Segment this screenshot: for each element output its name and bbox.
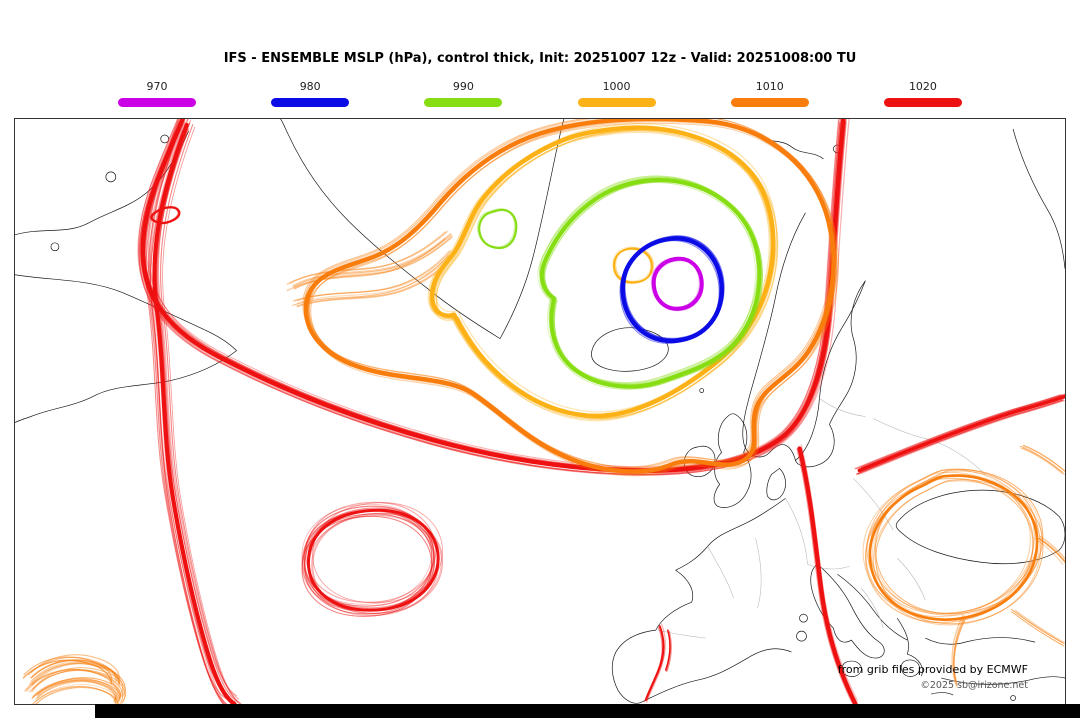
isobar-990-greenland-blob [476, 208, 518, 250]
legend-item-990: 990 [424, 80, 503, 108]
legend-label: 990 [452, 80, 474, 93]
legend-item-970: 970 [118, 80, 196, 108]
legend-swatch-1010 [730, 98, 809, 107]
isobar-1010-greenland-strand [286, 230, 453, 292]
map-canvas [15, 119, 1065, 704]
legend-swatch-1000 [577, 98, 656, 107]
legend-bar [271, 98, 350, 107]
isobar-1020-west-band [145, 119, 244, 704]
ensemble-member-line [435, 129, 778, 419]
credit-copyright: ©2025 sb@irizone.net [920, 680, 1028, 691]
isobar-1010-right-edge-strand [1019, 444, 1065, 475]
ensemble-member-line [138, 121, 841, 475]
ensemble-member-line [147, 119, 850, 471]
ensemble-member-line [141, 119, 844, 471]
ensemble-member-line [142, 122, 845, 476]
isobar-1000-ring [427, 123, 779, 422]
isobar-1020-atlantic-loop [301, 501, 444, 617]
credit-ecmwf: from grib files provided by ECMWF [837, 663, 1028, 676]
legend-item-980: 980 [271, 80, 350, 108]
isobar-1020-iberia-strand2 [665, 629, 673, 673]
control-contour-line [612, 247, 653, 284]
ensemble-member-line [144, 119, 846, 469]
legend-bar [424, 98, 503, 107]
map-panel [14, 118, 1066, 705]
legend-label: 1000 [602, 80, 631, 93]
legend-item-1010: 1010 [730, 80, 809, 108]
legend-label: 1010 [755, 80, 784, 93]
isobar-1020-east-diagonal [854, 392, 1065, 476]
isobar-1010-southwest-scribble2 [31, 677, 122, 704]
legend-label: 970 [146, 80, 168, 93]
legend-item-1020: 1020 [883, 80, 962, 108]
legend-label: 1020 [908, 80, 937, 93]
control-contour-line [623, 238, 722, 341]
ensemble-member-line [539, 182, 759, 390]
page-title: IFS - ENSEMBLE MSLP (hPa), control thick… [223, 51, 857, 66]
ensemble-member-line [644, 627, 663, 703]
legend-swatch-970 [118, 98, 196, 107]
isobar-1000-inner-loop [612, 246, 655, 284]
legend-bar [577, 98, 656, 107]
ensemble-member-line [144, 120, 847, 474]
ensemble-member-line [305, 501, 437, 603]
credits: from grib files provided by ECMWF ©2025 … [838, 663, 1028, 691]
legend-label: 980 [299, 80, 321, 93]
ensemble-member-line [141, 122, 844, 476]
legend: 970 980 990 1000 1010 1020 [118, 80, 962, 108]
control-contour-line [478, 208, 518, 249]
isobar-1020-iberia-strand [644, 623, 666, 703]
legend-swatch-1020 [883, 98, 962, 107]
isobar-1010-turkey-strand2 [1010, 608, 1065, 647]
legend-swatch-980 [271, 98, 350, 107]
ensemble-member-line [137, 119, 840, 471]
isobar-980-ring [619, 235, 725, 344]
control-contour-line [651, 256, 704, 311]
legend-bar [730, 98, 809, 107]
ensemble-member-line [433, 130, 776, 420]
isobar-970-ring [650, 256, 704, 312]
legend-bar [883, 98, 962, 107]
ensemble-member-line [1011, 611, 1065, 647]
legend-item-1000: 1000 [577, 80, 656, 108]
ensemble-member-line [435, 129, 779, 420]
ensemble-member-line [139, 119, 842, 470]
ensemble-member-line [138, 119, 840, 469]
legend-bar [118, 98, 196, 107]
ensemble-member-line [1019, 447, 1063, 475]
legend-swatch-990 [424, 98, 503, 107]
isobar-1010-turkey-loop [862, 468, 1044, 626]
ensemble-member-line [800, 444, 858, 701]
ensemble-member-line [859, 399, 1065, 475]
bottom-black-bar [95, 704, 1080, 718]
control-contour-line [143, 119, 844, 471]
ensemble-member-line [144, 122, 847, 476]
